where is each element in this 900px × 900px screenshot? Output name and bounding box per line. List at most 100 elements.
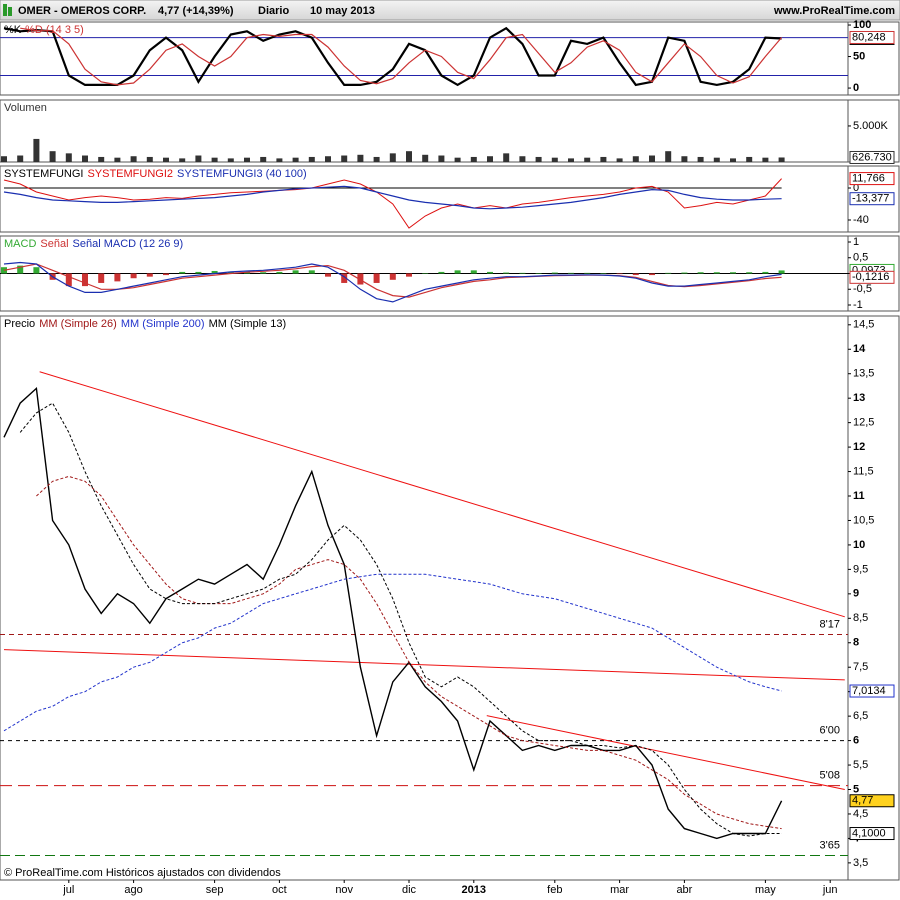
end-label: 11,766 (852, 172, 885, 184)
bar (406, 273, 412, 277)
y-tick-label: 13,5 (853, 368, 874, 380)
bar (292, 157, 299, 162)
header: OMER - OMEROS CORP. 4,77 (+14,39%) Diari… (0, 0, 900, 21)
x-tick-label: oct (272, 884, 287, 896)
bar (114, 273, 121, 282)
end-label-box (849, 192, 895, 206)
series-line (3, 185, 782, 210)
bar (746, 272, 753, 274)
panel (0, 165, 849, 233)
bar (341, 273, 348, 283)
x-tick-label: dic (402, 884, 417, 896)
y-tick-label: 13 (853, 392, 865, 404)
bar (503, 272, 510, 274)
bar (1, 156, 7, 162)
level-label: 8'17 (820, 618, 840, 630)
y-tick-label: 10,5 (853, 514, 874, 526)
bar (730, 272, 736, 274)
bar (551, 272, 558, 274)
bar (665, 272, 672, 274)
series-line (3, 178, 782, 229)
legend-entry: Señal MACD (12 26 9) (73, 238, 184, 250)
end-label-box (849, 794, 895, 808)
bar (487, 156, 493, 162)
site: www.ProRealTime.com (773, 5, 895, 17)
legend-entry: SYSTEMFUNGI2 (87, 168, 173, 180)
bar (211, 270, 218, 274)
series-line (3, 573, 782, 732)
bar (373, 156, 380, 162)
bar (357, 154, 364, 162)
bar (17, 155, 24, 162)
bar (762, 157, 769, 162)
y-tick-label: 0 (853, 182, 859, 194)
legend-entry: Volumen (4, 102, 47, 114)
period: Diario (258, 5, 289, 17)
series-line (19, 402, 782, 837)
end-label: 7,0134 (852, 685, 886, 697)
bar (373, 273, 380, 283)
legend-entry: SYSTEMFUNGI (4, 168, 83, 180)
bar (600, 156, 607, 162)
x-tick-label: feb (547, 884, 562, 896)
y-tick-label: 14,5 (853, 319, 874, 331)
x-tick-label: sep (206, 884, 224, 896)
end-label: -13,377 (852, 193, 889, 205)
legend-entry: Señal (40, 238, 68, 250)
bar (470, 156, 477, 162)
header-bar (0, 0, 900, 21)
bar (33, 267, 40, 274)
bar (276, 158, 283, 162)
bar (616, 158, 623, 162)
bar (600, 273, 607, 274)
y-tick-label: 3,5 (853, 857, 868, 869)
bar (244, 157, 250, 162)
date: 10 may 2013 (310, 5, 375, 17)
bar (98, 156, 105, 162)
end-label-box (849, 684, 895, 698)
bar (649, 273, 655, 276)
bar (632, 273, 639, 276)
legend-entry: %D (14 3 5) (25, 24, 84, 36)
bar (65, 273, 72, 287)
bar (357, 273, 364, 285)
bar (681, 156, 688, 162)
series-line (3, 261, 782, 303)
y-tick-label: 0 (853, 82, 859, 94)
bar (665, 151, 672, 162)
y-tick-label: 0,5 (853, 252, 868, 264)
series-line (36, 475, 782, 830)
panel (0, 99, 849, 163)
y-tick-label: 10 (853, 539, 865, 551)
series-line (3, 386, 783, 840)
bar (325, 273, 331, 277)
trend-line (3, 649, 845, 681)
bar (778, 157, 785, 162)
y-tick-label: 6,5 (853, 710, 868, 722)
y-tick-label: 6 (853, 734, 859, 746)
trend-line (39, 371, 845, 618)
bar (535, 273, 542, 274)
bar (17, 265, 24, 274)
bar (422, 273, 429, 274)
x-tick-label: jul (62, 884, 74, 896)
legend-entry: MM (Simple 26) (39, 318, 117, 330)
bar (130, 156, 137, 162)
bar (519, 156, 526, 162)
bar (1, 267, 7, 274)
bar (713, 157, 720, 162)
bar (697, 156, 704, 162)
bar (179, 158, 186, 162)
bar (308, 156, 315, 162)
y-tick-label: 11 (853, 490, 865, 502)
y-tick-label: 11,5 (853, 465, 874, 477)
series-line (20, 27, 783, 86)
bar (503, 153, 510, 162)
bar (341, 155, 348, 162)
bar (195, 155, 202, 162)
x-tick-label: may (755, 884, 776, 896)
bar (82, 273, 88, 287)
bar (227, 158, 234, 162)
trend-line (486, 715, 845, 790)
